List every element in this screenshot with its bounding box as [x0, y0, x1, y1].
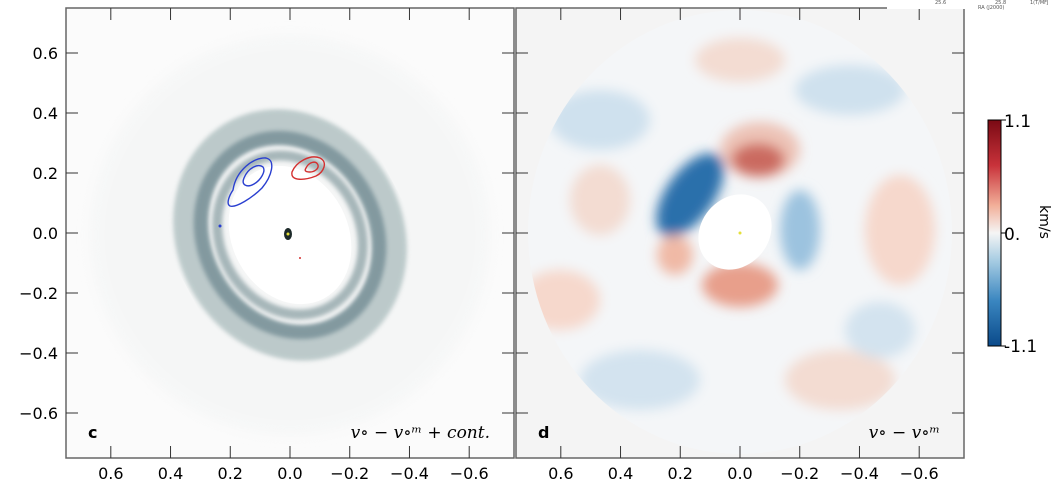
red-contour-inner	[304, 161, 319, 173]
panel-c-ytick-label: 0.0	[33, 224, 58, 243]
inner-mask	[698, 194, 772, 270]
panel-d-xtick-label: −0.4	[840, 464, 879, 483]
panel-d: d v∘ − v∘ᵐ	[515, 7, 965, 459]
central-dot-d	[738, 231, 742, 235]
blue-contour-outer	[227, 157, 273, 207]
panel-c-image	[90, 35, 490, 435]
colorbar-gradient	[987, 119, 1002, 347]
panel-c-xtick-label: 0.6	[98, 464, 123, 483]
corner-label-3: RA (J2000)	[978, 5, 1004, 11]
panel-d-annotation: v∘ − v∘ᵐ	[869, 423, 940, 443]
residual-pattern	[528, 38, 935, 410]
corner-snippet-bg	[887, 0, 1054, 9]
red-contour-outer	[291, 156, 326, 180]
corner-label-2: 25.8	[995, 0, 1006, 6]
colorbar: 1.1 0. -1.1 km/s	[987, 112, 1052, 357]
continuum-ring-outer	[173, 109, 407, 361]
colorbar-unit-label: km/s	[1036, 205, 1052, 239]
panel-d-letter: d	[538, 423, 549, 442]
panel-d-xtick-label: 0.2	[668, 464, 693, 483]
tick-layer: 0.6 0.4 0.2 0.0 −0.2 −0.4 −0.6 0.6 0.4 0.2 0.0 −0.2…	[19, 8, 964, 483]
continuum-ring-dark	[193, 130, 387, 340]
corner-snippet: 25.6 25.8 RA (J2000) 1(T/MFJ	[887, 0, 1054, 11]
colorbar-label-mid: 0.	[1004, 225, 1020, 245]
corner-label-1: 25.6	[935, 0, 946, 6]
panel-c-xtick-label: 0.4	[158, 464, 183, 483]
blue-dot	[218, 224, 222, 228]
panel-d-xtick-label: −0.2	[780, 464, 819, 483]
panel-c-ytick-label: 0.2	[33, 164, 58, 183]
blue-contour-inner	[242, 164, 265, 187]
colorbar-label-min: -1.1	[1004, 337, 1037, 357]
central-dot	[286, 232, 290, 236]
red-dot	[299, 257, 301, 259]
panel-d-xtick-label: 0.0	[727, 464, 752, 483]
panel-c-ytick-label: −0.2	[19, 284, 58, 303]
panel-c-xtick-label: 0.2	[218, 464, 243, 483]
corner-label-4: 1(T/MFJ	[1030, 0, 1049, 6]
panel-c-ytick-label: −0.6	[19, 404, 58, 423]
panel-d-image	[528, 10, 952, 454]
panel-c: c v∘ − v∘ᵐ + cont.	[65, 7, 515, 459]
panel-c-ytick-label: 0.6	[33, 44, 58, 63]
panel-c-xtick-label: 0.0	[277, 464, 302, 483]
panel-c-annotation: v∘ − v∘ᵐ + cont.	[351, 423, 490, 443]
panel-d-xtick-label: 0.6	[548, 464, 573, 483]
panel-c-ytick-label: 0.4	[33, 104, 58, 123]
panel-c-xtick-label: −0.6	[450, 464, 489, 483]
panel-c-ytick-label: −0.4	[19, 344, 58, 363]
panel-d-xtick-label: −0.6	[900, 464, 939, 483]
panel-c-xtick-label: −0.2	[330, 464, 369, 483]
panel-c-xtick-label: −0.4	[390, 464, 429, 483]
colorbar-label-max: 1.1	[1004, 112, 1031, 132]
panel-c-letter: c	[88, 423, 97, 442]
panel-d-xtick-label: 0.4	[608, 464, 633, 483]
